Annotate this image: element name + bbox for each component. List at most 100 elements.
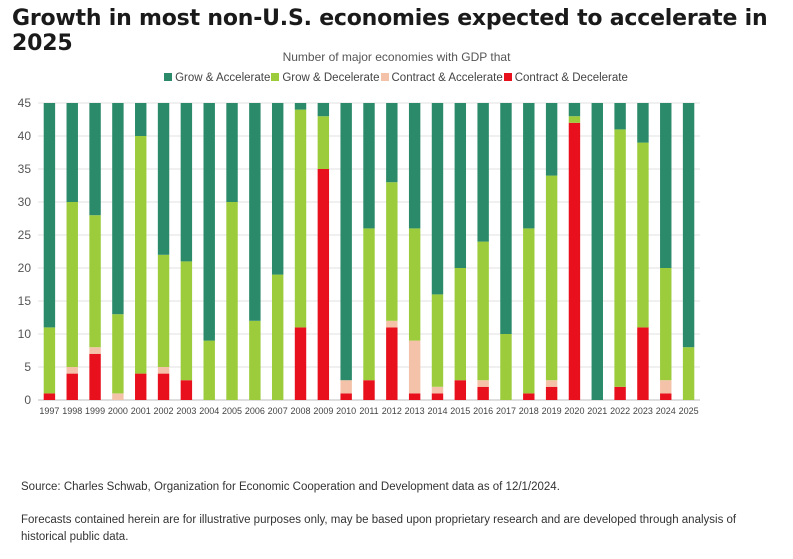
bar-contract-and-decelerate (431, 393, 444, 400)
bar-grow-and-accelerate (112, 103, 124, 315)
chart-legend: Grow & Accelerate Grow & Decelerate Contra… (0, 72, 793, 84)
x-tick-label: 2022 (610, 406, 630, 416)
bar-grow-and-accelerate (614, 103, 626, 130)
bar-contract-and-decelerate (43, 393, 56, 400)
bar-contract-and-accelerate (477, 380, 489, 387)
bar-grow-and-accelerate (294, 103, 307, 110)
x-tick-label: 2009 (313, 406, 333, 416)
bar-grow-and-accelerate (340, 103, 352, 381)
legend-label: Contract & Decelerate (514, 72, 628, 84)
bar-grow-and-accelerate (66, 103, 78, 202)
legend-item-grow-and-decelerate: Grow & Decelerate (271, 72, 380, 84)
bar-contract-and-decelerate (66, 373, 78, 400)
headline: Growth in most non-U.S. economies expect… (12, 6, 768, 56)
y-tick-label: 45 (18, 96, 32, 110)
x-tick-label: 2002 (154, 406, 174, 416)
bar-grow-and-decelerate (363, 228, 375, 381)
bar-grow-and-accelerate (591, 103, 603, 400)
x-tick-label: 2012 (382, 406, 402, 416)
legend-item-contract-and-decelerate: Contract & Decelerate (503, 72, 628, 84)
bar-contract-and-decelerate (89, 353, 101, 400)
bar-grow-and-accelerate (408, 103, 421, 229)
bar-grow-and-accelerate (317, 103, 330, 117)
x-tick-label: 2019 (542, 406, 562, 416)
bar-contract-and-accelerate (112, 393, 124, 400)
bar-contract-and-decelerate (660, 393, 672, 400)
y-tick-label: 5 (24, 360, 31, 374)
bar-grow-and-accelerate (135, 103, 147, 136)
bar-grow-and-accelerate (454, 103, 467, 268)
x-tick-label: 2003 (176, 406, 196, 416)
bar-contract-and-accelerate (157, 367, 170, 374)
bar-grow-and-decelerate (317, 116, 330, 169)
bar-grow-and-decelerate (454, 268, 467, 381)
bar-contract-and-decelerate (454, 380, 467, 400)
bar-grow-and-decelerate (135, 136, 147, 374)
y-tick-label: 30 (18, 195, 32, 209)
x-tick-label: 2017 (496, 406, 516, 416)
x-tick-label: 2021 (587, 406, 607, 416)
x-tick-label: 2005 (222, 406, 242, 416)
x-tick-label: 2004 (199, 406, 219, 416)
legend-item-contract-and-accelerate: Contract & Accelerate (380, 72, 503, 84)
bar-grow-and-accelerate (545, 103, 558, 176)
x-tick-label: 2023 (633, 406, 653, 416)
legend-swatch-grow-and-decelerate (271, 73, 280, 81)
bar-grow-and-accelerate (568, 103, 581, 117)
x-tick-label: 2014 (427, 406, 447, 416)
bar-grow-and-decelerate (386, 182, 398, 321)
bar-contract-and-decelerate (157, 373, 170, 400)
bar-grow-and-decelerate (682, 347, 695, 400)
y-tick-label: 15 (18, 294, 32, 308)
bar-grow-and-accelerate (500, 103, 512, 334)
x-tick-label: 2000 (108, 406, 128, 416)
disclaimer-note: Forecasts contained herein are for illus… (21, 514, 737, 543)
bar-contract-and-decelerate (408, 393, 421, 400)
x-tick-label: 2010 (336, 406, 356, 416)
bar-grow-and-accelerate (637, 103, 649, 143)
bar-grow-and-accelerate (157, 103, 170, 255)
bar-grow-and-accelerate (363, 103, 375, 229)
bar-grow-and-accelerate (249, 103, 261, 321)
bar-contract-and-decelerate (135, 373, 147, 400)
bar-grow-and-decelerate (523, 228, 535, 394)
x-tick-label: 2024 (656, 406, 676, 416)
y-tick-label: 20 (18, 261, 32, 275)
bar-grow-and-decelerate (500, 334, 512, 400)
bar-grow-and-decelerate (637, 142, 649, 328)
bar-contract-and-decelerate (523, 393, 535, 400)
bar-contract-and-decelerate (180, 380, 193, 400)
bar-grow-and-accelerate (477, 103, 489, 242)
bar-grow-and-decelerate (226, 202, 238, 400)
bar-grow-and-accelerate (226, 103, 238, 202)
chart: Number of major economies with GDP that … (0, 40, 793, 480)
bar-grow-and-decelerate (180, 261, 193, 381)
x-tick-label: 2011 (359, 406, 378, 416)
x-tick-label: 1997 (39, 406, 59, 416)
bar-grow-and-decelerate (89, 215, 101, 348)
x-tick-label: 2001 (131, 406, 151, 416)
bar-grow-and-decelerate (568, 116, 581, 123)
legend-label: Grow & Accelerate (175, 72, 271, 84)
bar-grow-and-decelerate (408, 228, 421, 341)
bar-grow-and-decelerate (249, 320, 261, 400)
bar-grow-and-decelerate (203, 340, 215, 400)
bar-contract-and-accelerate (545, 380, 558, 387)
bar-grow-and-decelerate (431, 294, 444, 387)
y-tick-label: 25 (18, 228, 32, 242)
legend-label: Contract & Accelerate (391, 72, 503, 84)
chart-subtitle: Number of major economies with GDP that (282, 50, 511, 64)
bar-contract-and-accelerate (340, 380, 352, 394)
bar-grow-and-accelerate (431, 103, 444, 295)
x-tick-label: 2015 (450, 406, 470, 416)
x-tick-label: 2006 (245, 406, 265, 416)
bar-contract-and-decelerate (637, 327, 649, 400)
bar-grow-and-accelerate (203, 103, 215, 341)
x-tick-label: 2018 (519, 406, 539, 416)
bar-contract-and-decelerate (294, 327, 307, 400)
bar-contract-and-decelerate (477, 386, 489, 400)
bar-grow-and-accelerate (523, 103, 535, 229)
bar-contract-and-decelerate (545, 386, 558, 400)
bar-grow-and-accelerate (660, 103, 672, 268)
